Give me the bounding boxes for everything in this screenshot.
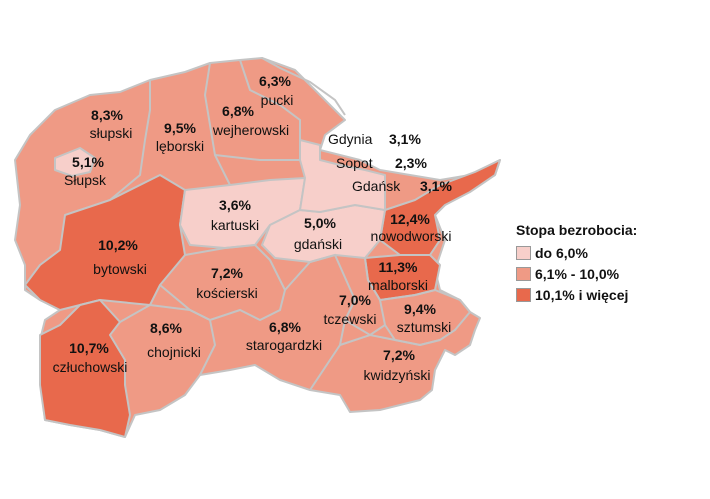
name-chojnicki: chojnicki — [147, 344, 201, 360]
value-kartuski: 3,6% — [219, 197, 251, 213]
label-starogardzki: 6,8% starogardzki — [246, 319, 322, 353]
label-kartuski: 3,6% kartuski — [211, 197, 259, 233]
border-tczewski — [344, 257, 387, 337]
name-sztumski: sztumski — [397, 319, 451, 335]
name-nowodworski: nowodworski — [371, 228, 452, 244]
legend-item-high: 10,1% i więcej — [516, 284, 637, 305]
legend-label-high: 10,1% i więcej — [535, 286, 629, 303]
legend-item-low: do 6,0% — [516, 242, 637, 263]
legend-swatch-mid — [516, 266, 531, 281]
label-leborski: 9,5% lęborski — [156, 120, 204, 154]
value-pucki: 6,3% — [259, 73, 291, 89]
name-malborski: malborski — [368, 277, 428, 293]
label-czluchowski: 10,7% człuchowski — [53, 340, 128, 375]
label-sztumski: 9,4% sztumski — [397, 301, 451, 335]
name-starogardzki: starogardzki — [246, 337, 322, 353]
border-starogardzki — [284, 253, 357, 391]
name-koscierski: kościerski — [196, 285, 257, 301]
border-leborski-wejherowski — [203, 62, 231, 186]
label-koscierski: 7,2% kościerski — [196, 265, 257, 301]
value-slupsk: 5,1% — [72, 154, 104, 170]
value-koscierski: 7,2% — [211, 265, 243, 281]
label-tczewski: 7,0% tczewski — [324, 292, 377, 327]
label-kwidzynski: 7,2% kwidzyński — [364, 347, 431, 383]
label-chojnicki: 8,6% chojnicki — [147, 320, 201, 360]
legend-swatch-low — [516, 245, 531, 260]
border-chojnicki — [119, 303, 217, 376]
value-gdanski: 5,0% — [304, 215, 336, 231]
value-slupski: 8,3% — [91, 107, 123, 123]
label-gdansk: Gdańsk 3,1% — [352, 178, 452, 194]
label-wejherowski: 6,8% wejherowski — [212, 103, 289, 138]
value-gdansk: 3,1% — [420, 178, 452, 194]
region-slupsk[interactable] — [54, 147, 96, 177]
name-gdynia: Gdynia — [328, 131, 373, 147]
label-slupski: 8,3% słupski — [90, 107, 133, 141]
label-pucki: 6,3% pucki — [259, 73, 293, 108]
border-kwidzynski — [339, 333, 441, 347]
legend-label-low: do 6,0% — [535, 244, 588, 261]
label-sopot: Sopot 2,3% — [336, 155, 427, 171]
value-nowodworski: 12,4% — [390, 211, 430, 227]
border-wejherowski-pucki — [239, 59, 301, 140]
value-sztumski: 9,4% — [404, 301, 436, 317]
name-kwidzynski: kwidzyński — [364, 367, 431, 383]
label-malborski: 11,3% malborski — [368, 259, 428, 293]
legend-item-mid: 6,1% - 10,0% — [516, 263, 637, 284]
name-sopot: Sopot — [336, 155, 373, 171]
label-nowodworski: 12,4% nowodworski — [371, 211, 452, 244]
name-czluchowski: człuchowski — [53, 359, 128, 375]
legend-swatch-high — [516, 287, 531, 302]
name-kartuski: kartuski — [211, 217, 259, 233]
name-wejherowski: wejherowski — [212, 122, 289, 138]
value-bytowski: 10,2% — [98, 237, 138, 253]
name-gdansk: Gdańsk — [352, 178, 401, 194]
name-slupsk: Słupsk — [64, 172, 107, 188]
border-slupski-leborski — [109, 80, 151, 201]
name-slupski: słupski — [90, 125, 133, 141]
value-sopot: 2,3% — [395, 155, 427, 171]
value-malborski: 11,3% — [379, 259, 418, 275]
name-tczewski: tczewski — [324, 311, 377, 327]
label-gdanski: 5,0% gdański — [294, 215, 342, 252]
name-gdanski: gdański — [294, 236, 342, 252]
legend: Stopa bezrobocia: do 6,0% 6,1% - 10,0% 1… — [516, 222, 637, 305]
value-leborski: 9,5% — [164, 120, 196, 136]
name-leborski: lęborski — [156, 138, 204, 154]
hel-peninsula-line — [261, 57, 346, 116]
legend-label-mid: 6,1% - 10,0% — [535, 265, 620, 282]
value-wejherowski: 6,8% — [222, 103, 254, 119]
name-pucki: pucki — [261, 92, 294, 108]
label-gdynia: Gdynia 3,1% — [328, 131, 421, 147]
border-wejherowski-trojmiasto — [214, 154, 300, 161]
label-bytowski: 10,2% bytowski — [93, 237, 147, 277]
region-czluchowski[interactable] — [39, 299, 131, 438]
value-starogardzki: 6,8% — [269, 319, 301, 335]
value-kwidzynski: 7,2% — [383, 347, 415, 363]
value-czluchowski: 10,7% — [69, 340, 109, 356]
value-chojnicki: 8,6% — [150, 320, 182, 336]
value-tczewski: 7,0% — [339, 292, 371, 308]
value-gdynia: 3,1% — [389, 131, 421, 147]
name-bytowski: bytowski — [93, 261, 147, 277]
region-trojmiasto[interactable] — [299, 139, 386, 213]
label-slupsk: 5,1% Słupsk — [64, 154, 107, 188]
legend-title: Stopa bezrobocia: — [516, 222, 638, 238]
